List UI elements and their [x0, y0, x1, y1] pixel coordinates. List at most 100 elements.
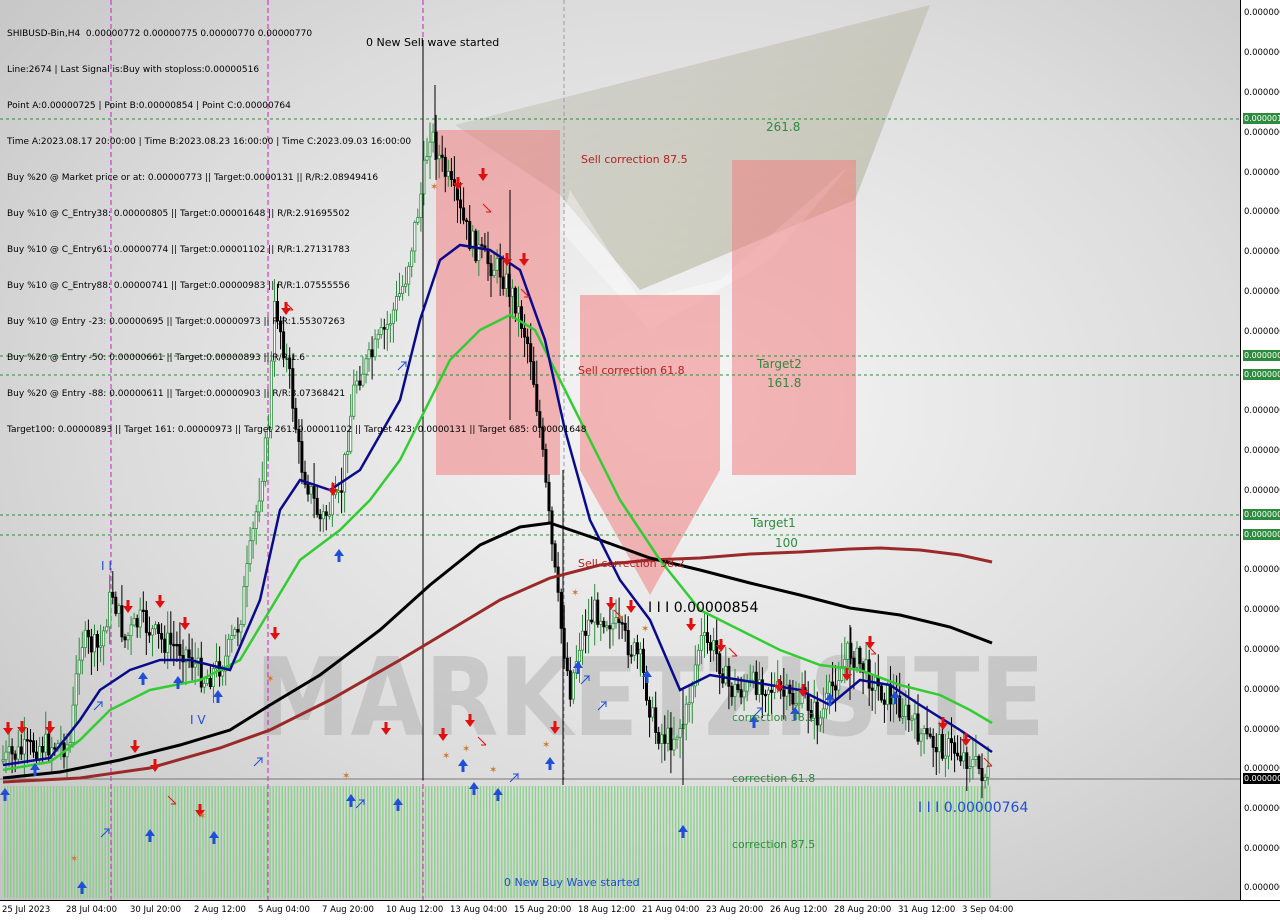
candle-bull — [410, 250, 414, 267]
volume-bar — [989, 786, 991, 898]
candle-bull — [818, 717, 822, 726]
candle-bear — [306, 483, 310, 495]
buy-arrow-outline-icon — [397, 360, 407, 371]
volume-bar — [101, 786, 103, 898]
volume-bar — [77, 786, 79, 898]
volume-bar — [235, 786, 238, 898]
candle-bear — [956, 752, 960, 757]
candle-bull — [828, 681, 832, 694]
volume-bar — [751, 786, 753, 898]
volume-bar — [80, 786, 82, 898]
price-tick: 0.0000001 — [1244, 128, 1280, 138]
star-icon: ✶ — [616, 613, 624, 624]
volume-bar — [193, 786, 195, 898]
candle-bull — [797, 702, 801, 706]
candle-bear — [449, 171, 453, 181]
volume-bar — [220, 786, 222, 898]
volume-bar — [626, 786, 628, 898]
candle-bull — [80, 647, 84, 661]
candle-bear — [187, 649, 191, 658]
candle-bear — [916, 713, 920, 742]
volume-bar — [135, 786, 137, 898]
volume-bar — [241, 786, 244, 898]
star-icon: ✶ — [462, 744, 470, 755]
sell-arrow-icon — [686, 618, 696, 631]
candle-bull — [7, 746, 11, 753]
star-icon: ✶ — [641, 624, 649, 635]
candle-bull — [751, 671, 755, 681]
time-tick: 28 Jul 04:00 — [66, 905, 117, 915]
sell-arrow-shape — [716, 639, 726, 652]
candle-bear — [706, 632, 710, 643]
volume-bar — [769, 786, 771, 898]
ma-mid-line — [2, 313, 993, 772]
info-line: Buy %10 @ Entry -23: 0.00000695 || Targe… — [7, 317, 346, 327]
info-line: Buy %10 @ C_Entry88: 0.00000741 || Targe… — [7, 281, 350, 291]
candle-bull — [202, 683, 206, 688]
candle-bear — [489, 263, 493, 277]
candle-bull — [108, 591, 112, 628]
volume-bar — [714, 786, 716, 898]
candle-bear — [474, 230, 478, 262]
volume-bar — [306, 786, 308, 898]
candle-bull — [248, 540, 252, 565]
candle-bear — [879, 685, 883, 701]
sell-arrow-outline-icon — [867, 645, 877, 655]
candle-bear — [635, 642, 639, 655]
volume-bar — [519, 786, 521, 898]
signal-arrows: ✶ ✶ ✶ ✶ ✶ ✶ ✶ ✶ ✶ ✶ ✶ ✶ — [0, 168, 993, 894]
candle-bull — [373, 338, 377, 358]
candle-bear — [629, 654, 633, 657]
volume-bar — [449, 786, 451, 898]
info-line: Line:2674 | Last Signal is:Buy with stop… — [7, 65, 260, 75]
candle-bull — [578, 649, 582, 662]
candle-bull — [794, 703, 798, 706]
candle-bear — [950, 738, 954, 744]
candle-bull — [266, 428, 270, 439]
buy-arrow-shape — [30, 763, 40, 776]
candle-bear — [465, 219, 469, 223]
candle-bull — [962, 752, 966, 762]
candle-bull — [983, 776, 987, 781]
candle-bull — [263, 437, 267, 482]
candle-bear — [157, 624, 161, 634]
candle-bull — [968, 766, 972, 769]
volume-bar — [382, 786, 384, 898]
candle-bull — [703, 632, 707, 636]
candle-bear — [535, 384, 539, 412]
price-badge-2618: 0.0000011 — [1243, 113, 1280, 124]
candle-bear — [172, 643, 176, 647]
time-tick: 21 Aug 04:00 — [642, 905, 700, 915]
volume-bar — [373, 786, 375, 898]
volume-bar — [284, 786, 286, 898]
star-icon: ✶ — [571, 588, 579, 599]
candle-bear — [654, 707, 658, 733]
sell-arrow-icon — [798, 684, 808, 697]
volume-bar — [385, 786, 387, 898]
sell-arrow-shape — [502, 253, 512, 266]
volume-bar — [141, 786, 143, 898]
buy-arrow-outline-icon — [100, 827, 110, 838]
buy-arrow-shape — [825, 693, 835, 706]
buy-arrow-shape — [393, 798, 403, 811]
candle-bull — [632, 642, 636, 656]
candle-bear — [541, 427, 545, 450]
candle-bull — [1, 759, 5, 762]
candle-bear — [236, 629, 240, 633]
candle-bull — [733, 684, 737, 698]
volume-bar — [43, 786, 45, 898]
price-chart-area[interactable]: MARKETZISITE ✶✶✶✶✶✶✶✶✶✶✶✶ — [0, 0, 1240, 900]
candle-bull — [425, 156, 429, 161]
price-scale[interactable]: 0.0000001 0.0000001 0.0000001 0.0000001 … — [1240, 0, 1280, 900]
volume-bar — [251, 786, 253, 898]
candle-bear — [642, 648, 646, 674]
time-axis[interactable]: 25 Jul 2023 28 Jul 04:00 30 Jul 20:00 2 … — [0, 900, 1280, 921]
candle-bull — [757, 679, 761, 695]
sell-arrow-shape — [155, 595, 165, 608]
volume-bar — [357, 786, 360, 898]
sell-arrow-icon — [938, 717, 948, 730]
candle-bear — [291, 368, 295, 409]
buy-arrow-icon — [573, 661, 583, 674]
volume-bar — [757, 786, 759, 898]
